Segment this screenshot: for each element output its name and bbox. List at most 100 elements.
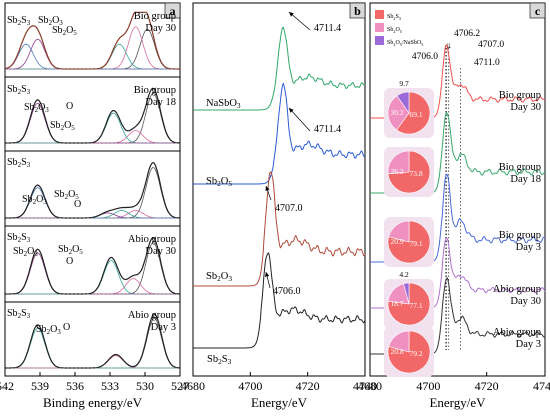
component-curve	[5, 278, 180, 295]
sample-label: Abio group	[493, 327, 541, 338]
component-curve	[5, 167, 180, 219]
peak-label: Sb2O3	[22, 194, 47, 206]
peak-label: Sb2O3	[38, 15, 63, 27]
peak-label: Sb2S3	[7, 84, 31, 96]
plot-frame	[192, 2, 366, 377]
sample-label: Day 3	[516, 242, 541, 253]
component-curve	[4, 43, 180, 70]
peak-label: Sb2O3	[13, 246, 38, 258]
marker-arrow-glyph: ↓	[446, 40, 451, 50]
sample-label: Day 18	[145, 97, 176, 108]
peak-energy-label: 4707.0	[275, 203, 303, 214]
pie-value-label: 4.2	[399, 270, 409, 279]
xanes-curve	[193, 26, 366, 111]
reference-label: NaSbO3	[206, 98, 241, 110]
peak-label: Sb2S3	[7, 157, 31, 169]
pie-value-label: 79.2	[409, 349, 422, 358]
peak-label: Sb2O5	[58, 244, 83, 256]
pie-value-label: 30.2	[390, 108, 403, 117]
x-axis-title: Binding energy/eV	[43, 395, 143, 410]
peak-energy-label: 4706.0	[273, 286, 301, 297]
x-tick-label: 4720	[296, 379, 320, 393]
legend-swatch	[375, 23, 384, 32]
peak-label: Sb2S3	[7, 15, 31, 27]
sample-label: Day 30	[145, 246, 176, 257]
xps-fit-curve	[5, 237, 180, 295]
x-tick-label: 4700	[238, 379, 262, 393]
pie-slice	[388, 220, 410, 243]
peak-label: Sb2O3	[36, 324, 61, 336]
x-tick-label: 4720	[475, 379, 499, 393]
marker-arrow-glyph: ↓	[447, 40, 452, 50]
pie-value-label: 69.1	[409, 110, 422, 119]
sample-label: Bio group	[499, 162, 541, 173]
sample-label: Abio group	[128, 310, 176, 321]
xps-fit-curve	[5, 87, 180, 144]
reference-label: Sb2O3	[206, 271, 232, 283]
pie-slice	[387, 150, 410, 174]
x-tick-label: 530	[136, 379, 154, 393]
pie-value-label: 73.8	[409, 169, 422, 178]
sample-label: Bio group	[499, 90, 541, 101]
peak-arrow-head	[265, 186, 270, 191]
peak-arrow-shaft	[288, 11, 311, 31]
panel-label-box	[529, 2, 546, 19]
x-axis-title: Energy/eV	[251, 395, 308, 410]
component-curve	[5, 327, 180, 369]
xps-fit-curve	[5, 162, 180, 219]
panel-label: c	[535, 4, 541, 18]
x-tick-label: 4680	[358, 379, 382, 393]
peak-label: Sb2O5	[50, 120, 75, 132]
panel-label: a	[170, 4, 176, 18]
component-curve	[5, 355, 180, 369]
legend-swatch	[375, 36, 384, 45]
legend-label: Sb2O5	[387, 27, 402, 34]
x-tick-label: 4700	[416, 379, 440, 393]
peak-arrow-head	[289, 108, 294, 113]
plot-frame	[369, 2, 546, 377]
pie-slice	[403, 282, 410, 305]
sample-label: Day 30	[510, 102, 541, 113]
legend-label: Sb2O5/NaSbO3	[387, 40, 423, 47]
pie-value-label: 20.8	[390, 347, 403, 356]
sample-label: Day 30	[145, 23, 176, 34]
peak-label: Sb2S3	[7, 308, 31, 320]
component-curve	[5, 252, 180, 295]
xanes-curve	[193, 82, 366, 185]
pie-slice	[396, 91, 431, 135]
sample-label: Bio group	[134, 11, 176, 22]
pie-value-label: 18.7	[390, 299, 403, 308]
plot-frame	[4, 2, 181, 377]
panel-label-box	[349, 2, 366, 19]
marker-label: 4706.0	[412, 52, 438, 62]
sample-label: Bio group	[134, 85, 176, 96]
pie-slice	[388, 330, 410, 353]
sample-label: Bio group	[499, 230, 541, 241]
pie-value-label: 9.7	[399, 79, 409, 88]
peak-energy-label: 4711.4	[314, 124, 341, 135]
pie-value-label: 26.2	[390, 167, 403, 176]
peak-label: Sb2O3	[24, 102, 49, 114]
xanes-curve	[193, 171, 366, 287]
legend-label: Sb2S3	[387, 14, 401, 21]
x-tick-label: 4680	[181, 379, 205, 393]
panel-label: b	[354, 4, 361, 18]
component-curve	[5, 43, 180, 70]
x-tick-label: 527	[171, 379, 189, 393]
reference-label: Sb2O5	[206, 176, 232, 188]
sample-label: Day 18	[510, 174, 541, 185]
x-axis-title: Energy/eV	[429, 395, 486, 410]
peak-label: O	[66, 101, 73, 112]
peak-arrow-head	[264, 272, 270, 277]
reference-label: Sb2S3	[207, 354, 232, 366]
component-curve	[5, 130, 180, 144]
peak-energy-label: 4711.4	[314, 23, 341, 34]
x-tick-label: 4740	[533, 379, 550, 393]
sample-label: Abio group	[128, 234, 176, 245]
x-tick-label: 539	[31, 379, 49, 393]
x-tick-label: 533	[101, 379, 119, 393]
peak-arrow-head	[289, 12, 294, 17]
peak-label: Sb2S3	[7, 232, 31, 244]
peak-label: Sb2O5	[54, 189, 79, 201]
